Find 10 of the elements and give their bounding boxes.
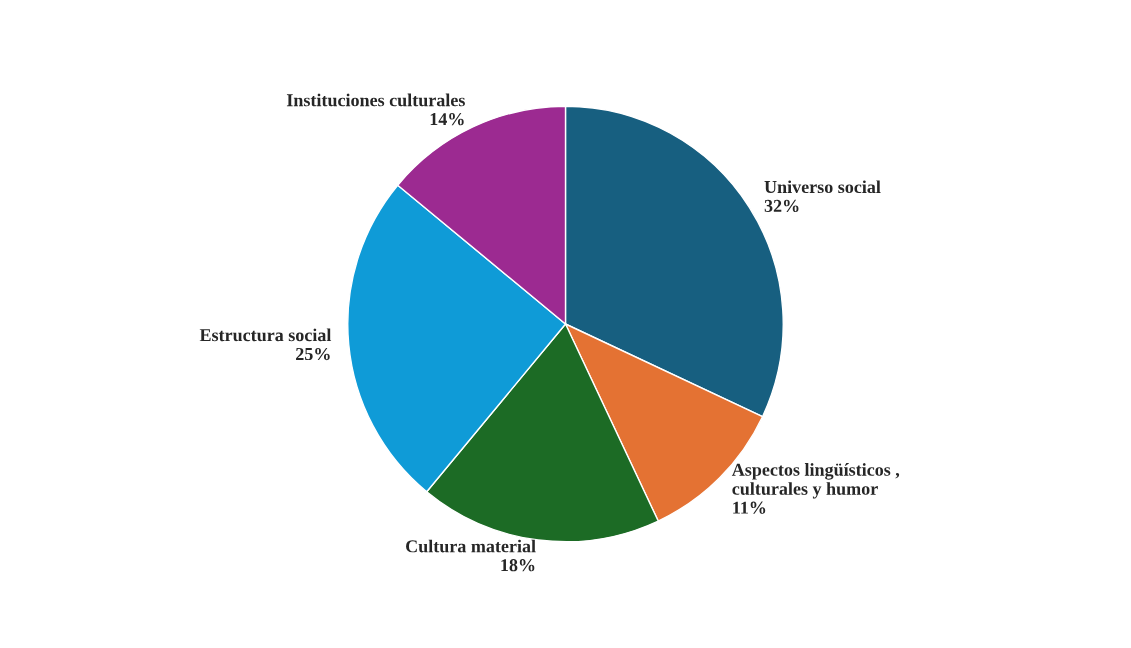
data-label: 32% [764, 199, 799, 213]
slice-label: Aspectos lingüísticos , culturales y humor [731, 463, 900, 499]
slice-label: Instituciones culturales [286, 93, 465, 107]
slice-label: Estructura social [199, 328, 332, 342]
slice-label: Universo social [764, 180, 881, 194]
data-label: 14% [430, 113, 464, 126]
data-label: 11% [733, 501, 766, 514]
slice-label: Cultura material [406, 539, 536, 553]
data-label: 18% [501, 559, 535, 572]
data-label: 25% [296, 347, 330, 361]
